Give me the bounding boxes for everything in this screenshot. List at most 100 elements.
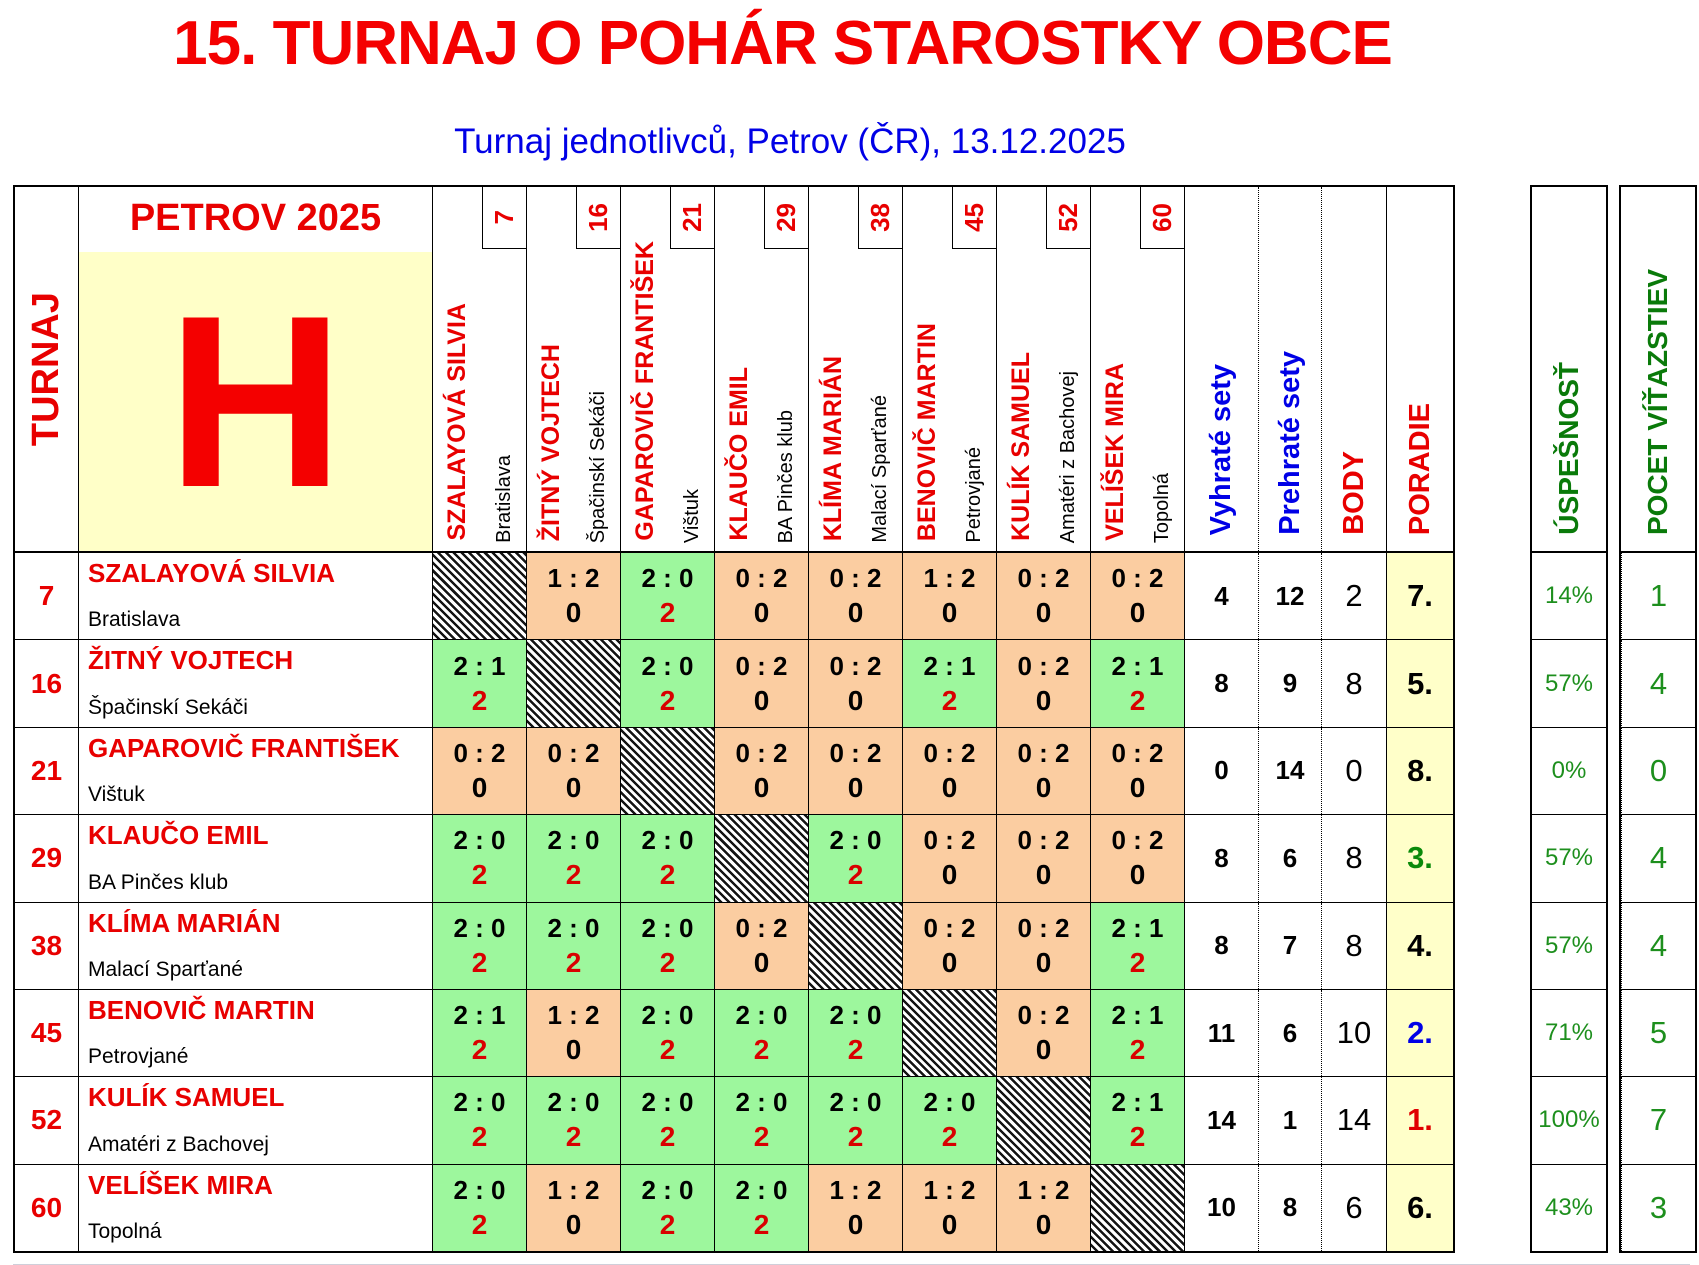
corner-cell: TURNAJ	[15, 187, 79, 551]
row-player-club: Vištuk	[88, 783, 145, 807]
won-sets-header: Vyhraté sety	[1205, 363, 1237, 535]
points-value: 10	[1322, 989, 1387, 1077]
page-subtitle: Turnaj jednotlivců, Petrov (ČR), 13.12.2…	[454, 122, 1126, 161]
row-player-club: Špačinskí Sekáči	[88, 695, 248, 719]
won-sets-value: 4	[1185, 553, 1259, 640]
row-player-name: ŽITNÝ VOJTECH	[88, 645, 294, 676]
points-value: 8	[1322, 815, 1387, 902]
row-player-club: Topolná	[88, 1220, 162, 1243]
player-column-header: BENOVIČ MARTIN 45 Petrovjané	[903, 187, 997, 551]
column-player-club: BA Pinčes klub	[774, 409, 797, 543]
lost-sets-value: 7	[1259, 902, 1322, 989]
column-player-id: 52	[1053, 203, 1084, 232]
player-column-header: ŽITNÝ VOJTECH 16 Špačinskí Sekáči	[527, 187, 621, 551]
win-count-row: 1	[1621, 553, 1695, 641]
row-player-id: 21	[15, 727, 79, 815]
column-player-club: Malací Sparťané	[868, 395, 891, 543]
win-count-table: POCET VÍŤAZSTIEV 1 4 0 4 4 5 7 3	[1619, 185, 1697, 1253]
lost-sets-value: 12	[1259, 553, 1322, 640]
corner-label: TURNAJ	[25, 291, 67, 447]
match-cell-self	[809, 902, 903, 989]
row-player-cell: GAPAROVIČ FRANTIŠEK Vištuk	[79, 727, 433, 815]
row-player-name: SZALAYOVÁ SILVIA	[88, 558, 336, 588]
points-value: 2	[1322, 553, 1387, 640]
group-panel: H	[79, 252, 432, 551]
rank-value: 5.	[1387, 640, 1453, 727]
column-player-club: Petrovjané	[962, 447, 985, 543]
success-rate-row: 0%	[1532, 728, 1606, 816]
row-player-cell: KLÍMA MARIÁN Malací Sparťané	[79, 902, 433, 989]
row-player-id: 29	[15, 815, 79, 902]
crosstable-header-row: TURNAJ PETROV 2025 H SZALAYOVÁ SILVIA 7 …	[15, 187, 1453, 553]
match-cell-self	[903, 989, 997, 1077]
rank-value: 4.	[1387, 902, 1453, 989]
win-count-row: 4	[1621, 640, 1695, 728]
crosstable: TURNAJ PETROV 2025 H SZALAYOVÁ SILVIA 7 …	[13, 185, 1455, 1253]
points-header: BODY	[1337, 451, 1370, 535]
match-cell-self	[527, 640, 621, 727]
win-count-row: 5	[1621, 989, 1695, 1078]
next-sheet-row-sliver	[13, 1256, 1690, 1265]
row-player-club: Malací Sparťané	[88, 957, 243, 981]
row-player-cell: BENOVIČ MARTIN Petrovjané	[79, 989, 433, 1077]
row-player-club: BA Pinčes klub	[88, 870, 229, 894]
win-count-row: 4	[1621, 815, 1695, 903]
row-player-cell: VELÍŠEK MIRA Topolná	[79, 1164, 433, 1251]
player-column-header: VELÍŠEK MIRA 60 Topolná	[1091, 187, 1185, 551]
lost-sets-value: 9	[1259, 640, 1322, 727]
lost-sets-value: 6	[1259, 815, 1322, 902]
lost-sets-value: 14	[1259, 727, 1322, 815]
row-player-club: Petrovjané	[88, 1045, 189, 1069]
row-player-id: 38	[15, 902, 79, 989]
win-count-row: 3	[1621, 1164, 1695, 1251]
player-column-header: KLAUČO EMIL 29 BA Pinčes klub	[715, 187, 809, 551]
rank-header: PORADIE	[1403, 402, 1436, 535]
points-value: 0	[1322, 727, 1387, 815]
win-count-row: 4	[1621, 902, 1695, 990]
match-cell-self	[997, 1077, 1091, 1164]
points-value: 8	[1322, 640, 1387, 727]
match-cell-self	[1091, 1164, 1185, 1251]
success-rate-row: 100%	[1532, 1077, 1606, 1165]
success-rate-header-cell: ÚSPEŠNOSŤ	[1532, 187, 1606, 553]
match-cell-self	[715, 815, 809, 902]
row-player-name: VELÍŠEK MIRA	[88, 1169, 273, 1200]
player-column-header: GAPAROVIČ FRANTIŠEK 21 Vištuk	[621, 187, 715, 551]
group-letter: H	[167, 264, 344, 538]
table-row: 52 KULÍK SAMUEL Amatéri z Bachovej 2 : 0…	[15, 1077, 1453, 1165]
row-player-name: KLÍMA MARIÁN	[88, 907, 281, 938]
column-player-club: Bratislava	[492, 455, 515, 543]
row-player-name: KULÍK SAMUEL	[88, 1082, 285, 1113]
row-player-id: 16	[15, 640, 79, 727]
